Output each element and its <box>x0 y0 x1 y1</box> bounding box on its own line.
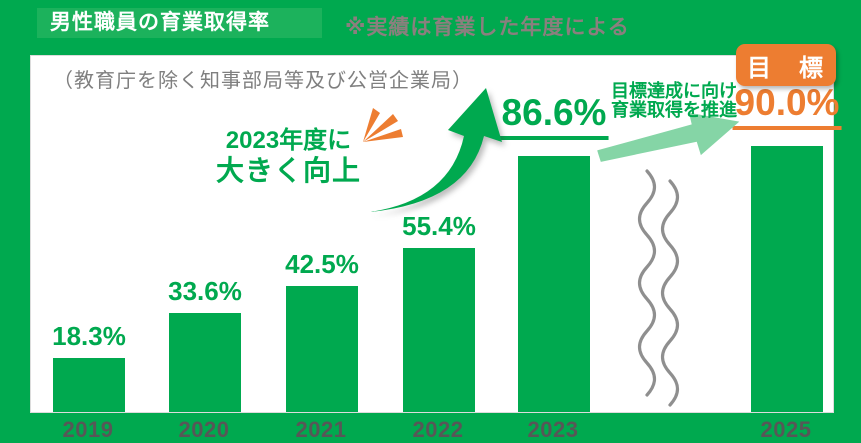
goal-promo-line1: 目標達成に向け <box>611 81 737 101</box>
bar-2020: 33.6% <box>168 277 242 412</box>
axis-year-2020: 2020 <box>178 417 230 442</box>
bar-value-label-2022: 55.4% <box>402 210 476 241</box>
boost-annotation: 2023年度に 大きく向上 <box>206 127 371 186</box>
bar-value-label-2025: 90.0% <box>732 83 842 130</box>
bar-2022: 55.4% <box>402 212 476 412</box>
bar-value-label-2023: 86.6% <box>499 93 609 140</box>
chart-subtitle: （教育庁を除く知事部局等及び公営企業局） <box>53 70 473 92</box>
axis-break-squiggle <box>637 169 680 407</box>
sparkle-icon <box>363 108 403 142</box>
page-title: 男性職員の育業取得率 <box>37 8 322 38</box>
goal-promo-text: 目標達成に向け 育業取得を推進 <box>597 81 737 121</box>
axis-year-2023: 2023 <box>527 417 579 442</box>
axis-year-2025: 2025 <box>760 417 812 442</box>
chart-panel: （教育庁を除く知事部局等及び公営企業局） 18.3% 33.6% 42.5% 55.4… <box>30 55 842 413</box>
bar-value-label-2020: 33.6% <box>168 275 242 306</box>
goal-promo-line2: 育業取得を推進 <box>611 100 737 121</box>
header-note: ※実績は育業した年度による <box>345 16 630 39</box>
axis-year-2022: 2022 <box>412 417 464 442</box>
goal-badge: 目 標 <box>736 44 836 86</box>
axis-year-2021: 2021 <box>295 417 347 442</box>
swoosh-arrow-icon <box>370 88 502 212</box>
boost-line2: 大きく向上 <box>215 154 361 186</box>
year-axis: 2019 2020 2021 2022 2023 2025 <box>0 417 861 443</box>
axis-year-2019: 2019 <box>62 417 114 442</box>
bars-layer: 18.3% 33.6% 42.5% 55.4% 86.6% 90.0% <box>31 56 842 412</box>
bar-2021: 42.5% <box>285 250 359 412</box>
bar-2025: 90.0% <box>732 83 842 412</box>
goal-arrow-icon <box>597 112 740 162</box>
bar-2019: 18.3% <box>52 322 126 412</box>
bar-value-label-2021: 42.5% <box>285 248 359 279</box>
bar-value-label-2019: 18.3% <box>52 320 126 351</box>
boost-line1: 2023年度に <box>225 127 352 154</box>
bar-2023: 86.6% <box>499 93 609 412</box>
